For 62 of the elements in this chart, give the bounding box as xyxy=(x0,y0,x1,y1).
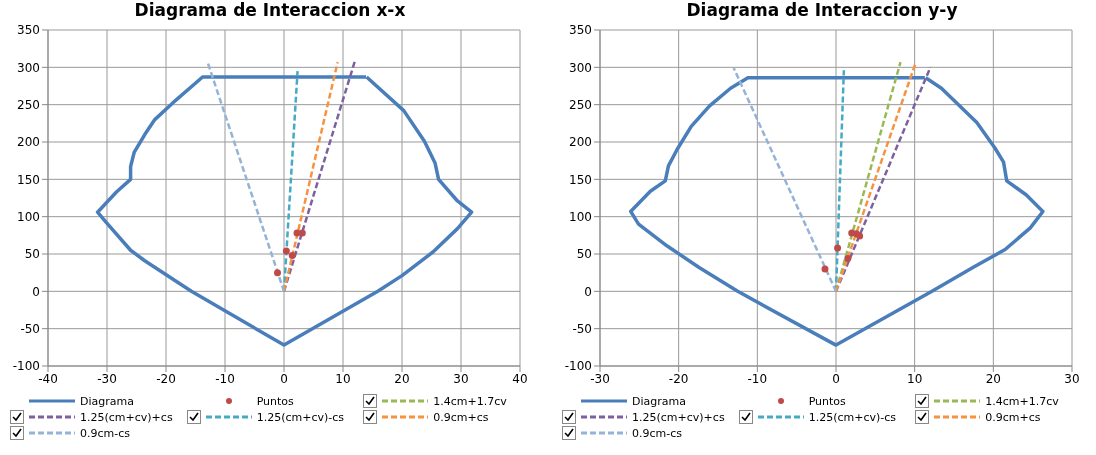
chart-title: Diagrama de Interaccion y-y xyxy=(685,0,959,22)
y-tick-label: 200 xyxy=(569,135,592,150)
legend-label: Diagrama xyxy=(632,394,686,408)
point xyxy=(844,254,852,262)
y-tick-label: 300 xyxy=(569,60,592,75)
x-tick-label: -10 xyxy=(747,371,768,386)
x-tick-label: 20 xyxy=(985,371,1001,386)
legend-label: 0.9cm+cs xyxy=(985,410,1041,424)
legend-label: 1.25(cm+cv)-cs xyxy=(808,410,897,424)
x-tick-label: -10 xyxy=(215,371,235,386)
point xyxy=(282,247,290,255)
y-tick-label: 50 xyxy=(576,247,592,262)
legend-label: Puntos xyxy=(256,394,294,408)
legend-label: 0.9cm+cs xyxy=(433,410,489,424)
y-tick-label: -100 xyxy=(564,359,592,374)
y-tick-label: -100 xyxy=(12,359,40,374)
x-tick-label: 0 xyxy=(280,371,288,386)
legend-label: 0.9cm-cs xyxy=(80,426,131,440)
y-tick-label: 250 xyxy=(17,97,40,112)
y-tick-label: 0 xyxy=(584,284,592,299)
legend-label: Puntos xyxy=(808,394,846,408)
x-tick-label: -30 xyxy=(97,371,117,386)
y-tick-label: 350 xyxy=(17,23,40,38)
y-tick-label: -50 xyxy=(20,321,40,336)
x-tick-label: 30 xyxy=(453,371,469,386)
y-tick-label: 50 xyxy=(24,247,40,262)
point xyxy=(288,251,296,259)
legend-label: 1.4cm+1.7cv xyxy=(433,394,507,408)
x-tick-label: 10 xyxy=(907,371,923,386)
x-tick-label: 10 xyxy=(335,371,351,386)
point xyxy=(821,265,829,273)
x-tick-label: -30 xyxy=(590,371,610,386)
line-series xyxy=(95,75,474,347)
x-tick-label: 0 xyxy=(832,371,840,386)
x-tick-label: -20 xyxy=(668,371,689,386)
y-tick-label: 200 xyxy=(17,135,40,150)
y-tick-label: 250 xyxy=(569,97,592,112)
legend-label: Diagrama xyxy=(80,394,134,408)
y-tick-label: 150 xyxy=(569,172,592,187)
legend-label: 1.25(cm+cv)+cs xyxy=(632,410,725,424)
y-tick-label: 350 xyxy=(569,23,592,38)
x-tick-label: -40 xyxy=(38,371,58,386)
y-tick-label: 300 xyxy=(17,60,40,75)
point xyxy=(856,232,864,240)
y-tick-label: 100 xyxy=(17,209,40,224)
point xyxy=(274,269,282,277)
legend-label: 1.4cm+1.7cv xyxy=(985,394,1059,408)
y-tick-label: 150 xyxy=(17,172,40,187)
x-tick-label: -20 xyxy=(156,371,176,386)
legend-label: 1.25(cm+cv)+cs xyxy=(80,410,173,424)
point xyxy=(834,244,842,252)
y-tick-label: 100 xyxy=(569,209,592,224)
y-tick-label: 0 xyxy=(32,284,40,299)
chart-title: Diagrama de Interaccion x-x xyxy=(133,0,407,22)
x-tick-label: 40 xyxy=(512,371,528,386)
point xyxy=(298,229,306,237)
x-tick-label: 20 xyxy=(394,371,410,386)
y-tick-label: -50 xyxy=(572,321,592,336)
x-tick-label: 30 xyxy=(1064,371,1080,386)
line-series xyxy=(628,76,1045,347)
legend-label: 1.25(cm+cv)-cs xyxy=(256,410,345,424)
legend-label: 0.9cm-cs xyxy=(632,426,683,440)
